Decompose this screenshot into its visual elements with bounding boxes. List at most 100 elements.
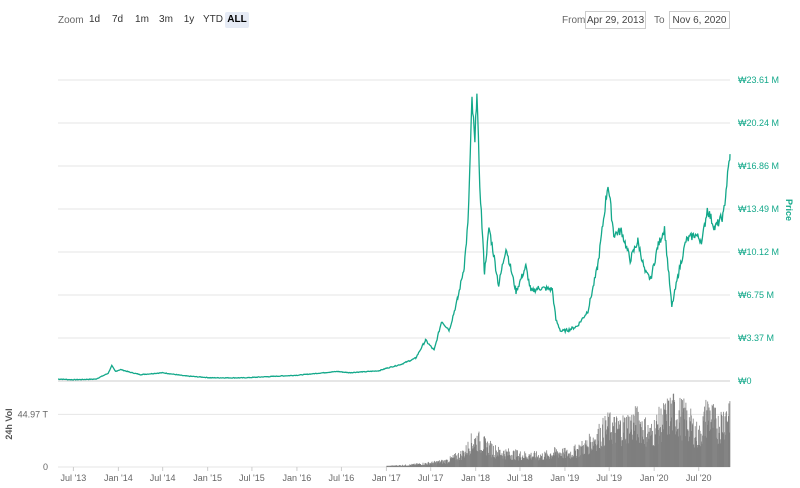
volume-bar [671, 417, 673, 467]
volume-bar [417, 464, 418, 467]
zoom-1d-button[interactable]: 1d [88, 14, 101, 25]
volume-bar [535, 457, 536, 467]
volume-bar [685, 402, 687, 467]
volume-bar [614, 417, 615, 467]
price-line [58, 93, 731, 381]
volume-bar [574, 448, 575, 467]
volume-bar [534, 451, 535, 467]
volume-bar [707, 403, 709, 467]
volume-bar [520, 457, 522, 467]
zoom-7d-button[interactable]: 7d [111, 14, 124, 25]
volume-bar [630, 420, 632, 467]
volume-bar [391, 466, 393, 467]
volume-bar [585, 440, 586, 467]
zoom-ytd-button[interactable]: YTD [203, 14, 223, 25]
zoom-3m-button[interactable]: 3m [159, 14, 173, 25]
volume-bar [527, 459, 529, 467]
volume-bar [518, 457, 520, 467]
volume-tick-label: 0 [43, 462, 48, 472]
volume-bar [466, 453, 468, 467]
volume-bar [585, 444, 587, 467]
volume-bar [490, 440, 491, 467]
volume-bar [573, 457, 574, 467]
volume-bar [631, 434, 633, 467]
volume-bar [539, 459, 541, 467]
volume-bar [659, 435, 660, 467]
volume-bar [429, 465, 430, 467]
zoom-label: Zoom [58, 15, 84, 26]
volume-bar [393, 465, 395, 467]
volume-bar [702, 416, 704, 467]
volume-bar [505, 459, 506, 467]
volume-bar [464, 456, 465, 467]
zoom-all-button[interactable]: ALL [225, 12, 249, 28]
volume-bar [651, 434, 653, 467]
volume-bar [701, 443, 703, 467]
volume-bar [430, 464, 432, 467]
volume-bar [616, 428, 618, 467]
volume-bar [622, 415, 624, 467]
volume-bar [447, 462, 449, 467]
volume-bar [714, 419, 715, 467]
volume-bar [460, 451, 462, 467]
volume-bar [494, 457, 495, 467]
volume-bar [619, 420, 621, 467]
volume-bar [624, 417, 626, 467]
volume-bar [452, 458, 453, 467]
volume-bar [555, 451, 557, 467]
volume-bar [703, 420, 704, 467]
volume-bar [442, 462, 444, 467]
x-tick-label: Jul '13 [61, 473, 87, 483]
volume-bar [544, 453, 546, 467]
volume-bar [480, 449, 481, 467]
volume-bar [400, 466, 402, 467]
to-date-input[interactable]: Nov 6, 2020 [669, 11, 730, 29]
volume-tick-label: 44.97 T [18, 409, 49, 419]
volume-bar [429, 463, 431, 467]
volume-bar [648, 431, 650, 467]
volume-bar [681, 440, 683, 467]
volume-bar [462, 456, 464, 467]
volume-bar [533, 452, 535, 467]
volume-bar [446, 463, 448, 467]
zoom-1m-button[interactable]: 1m [135, 14, 149, 25]
volume-bar [387, 466, 389, 467]
volume-bar [490, 443, 492, 467]
volume-bar [679, 422, 680, 467]
volume-bar [639, 442, 641, 467]
volume-bar [578, 444, 580, 467]
volume-bar [595, 445, 597, 467]
volume-bar [529, 454, 531, 467]
volume-bar [540, 457, 542, 467]
volume-bar [548, 455, 550, 467]
volume-bar [609, 412, 611, 467]
volume-bar [656, 424, 658, 467]
volume-bar [518, 456, 519, 467]
x-tick-label: Jan '17 [372, 473, 401, 483]
zoom-1y-button[interactable]: 1y [183, 14, 195, 25]
volume-bar [400, 465, 401, 467]
volume-bar [486, 455, 487, 467]
volume-bar [420, 464, 421, 467]
price-tick-label: ₩16.86 M [738, 161, 779, 171]
volume-bar [395, 466, 397, 467]
volume-bar [455, 453, 456, 467]
volume-bar [653, 420, 655, 467]
volume-bar [516, 450, 518, 467]
volume-bar [675, 434, 676, 467]
volume-bar [519, 453, 520, 467]
volume-bar [683, 408, 684, 467]
volume-bar [575, 457, 577, 467]
from-date-input[interactable]: Apr 29, 2013 [585, 11, 646, 29]
volume-bar [559, 454, 561, 467]
volume-bar [551, 456, 553, 467]
volume-bar [515, 456, 517, 467]
volume-bar [499, 449, 501, 467]
volume-bar [482, 450, 484, 467]
volume-bar [408, 465, 410, 467]
volume-bar [597, 428, 599, 467]
volume-bar [487, 441, 488, 467]
volume-bar [512, 451, 514, 467]
volume-bar [715, 418, 717, 467]
